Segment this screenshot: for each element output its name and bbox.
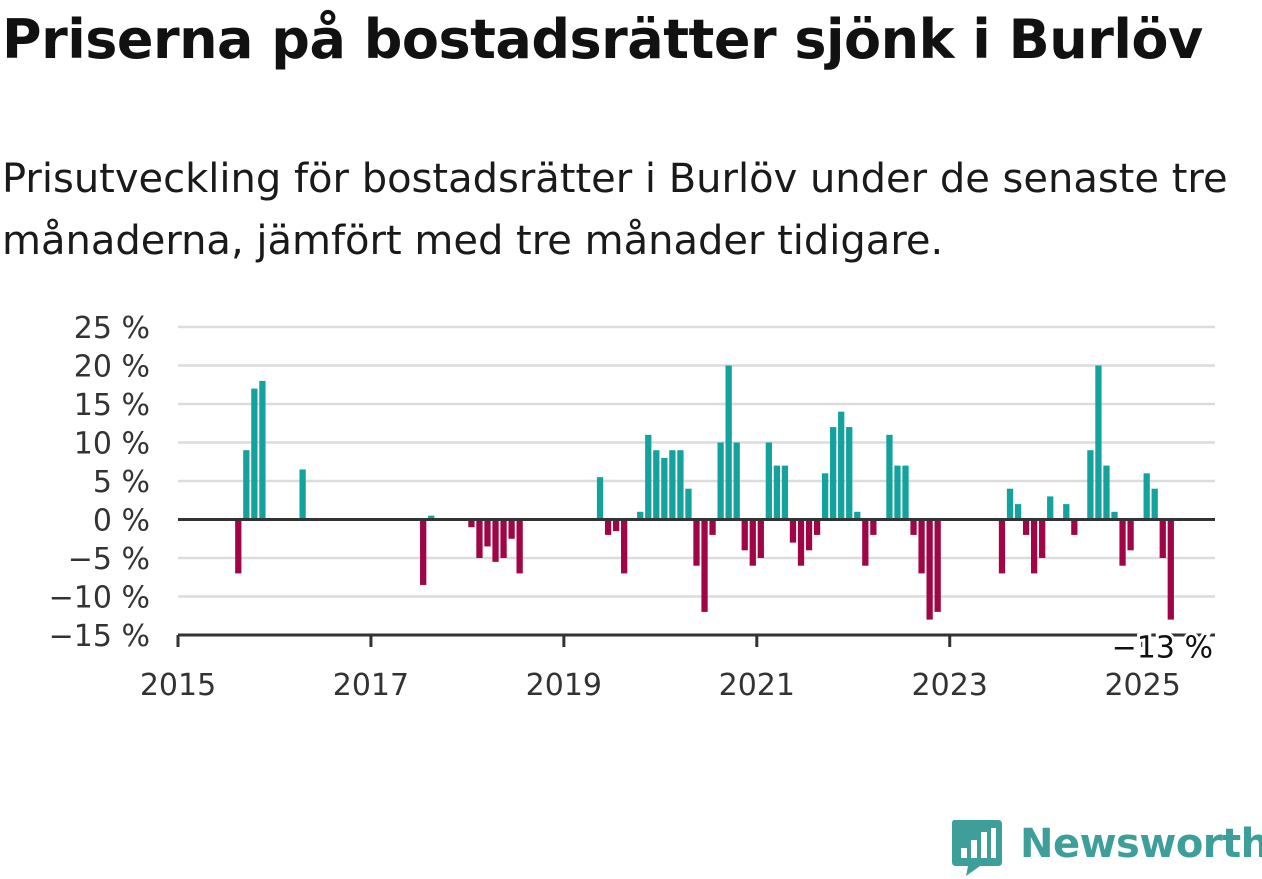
y-tick-label: −15 % bbox=[49, 619, 150, 654]
bar bbox=[701, 519, 708, 612]
bar bbox=[259, 380, 266, 520]
y-tick-label: 0 % bbox=[93, 504, 150, 539]
x-tick-label: 2019 bbox=[526, 668, 602, 703]
bar bbox=[621, 519, 628, 574]
bar bbox=[645, 434, 652, 520]
bar bbox=[854, 511, 861, 520]
bar bbox=[1095, 365, 1102, 520]
bar bbox=[1167, 519, 1174, 620]
y-tick-label: 5 % bbox=[93, 465, 150, 500]
chart-subtitle: Prisutveckling för bostadsrätter i Burlö… bbox=[2, 156, 1228, 264]
bar bbox=[725, 365, 732, 520]
axes bbox=[176, 518, 1215, 647]
bar bbox=[1119, 519, 1126, 566]
brand-name: Newsworthy bbox=[1020, 821, 1262, 867]
bar bbox=[476, 519, 483, 558]
bar bbox=[749, 519, 756, 566]
bar bbox=[998, 519, 1006, 574]
bar bbox=[1022, 519, 1030, 535]
bar bbox=[805, 519, 813, 551]
bar bbox=[1103, 465, 1110, 520]
bar bbox=[830, 427, 837, 520]
bar bbox=[934, 519, 941, 612]
y-tick-label: 10 % bbox=[74, 427, 150, 462]
bar bbox=[1087, 450, 1094, 520]
y-tick-label: −5 % bbox=[68, 542, 150, 577]
bar bbox=[813, 519, 821, 535]
bar bbox=[299, 469, 306, 520]
bar bbox=[612, 519, 620, 532]
bar bbox=[669, 450, 676, 520]
bar bbox=[741, 519, 748, 551]
bar bbox=[251, 388, 258, 520]
chart-title: Priserna på bostadsrätter sjönk i Burlöv bbox=[2, 8, 1203, 71]
bar bbox=[1159, 519, 1166, 558]
x-tick-label: 2023 bbox=[912, 668, 988, 703]
bar bbox=[717, 442, 724, 520]
bar bbox=[821, 473, 829, 520]
bar bbox=[1006, 488, 1014, 520]
bar bbox=[1063, 504, 1070, 520]
bar bbox=[870, 519, 877, 535]
bar bbox=[894, 465, 901, 520]
bar bbox=[1071, 519, 1078, 535]
bar bbox=[661, 457, 668, 520]
bar bbox=[765, 442, 772, 520]
bar bbox=[773, 465, 781, 520]
bar bbox=[757, 519, 764, 558]
bar bbox=[604, 519, 612, 535]
bar bbox=[1127, 519, 1134, 551]
newsworthy-logo-icon bbox=[952, 820, 1002, 876]
bar bbox=[1047, 496, 1054, 520]
bar bbox=[500, 519, 507, 558]
y-tick-label: 15 % bbox=[74, 388, 150, 423]
bar bbox=[685, 488, 692, 520]
bar bbox=[886, 434, 893, 520]
bar bbox=[862, 519, 869, 566]
bar bbox=[781, 465, 789, 520]
bar bbox=[910, 519, 917, 535]
x-tick-label: 2025 bbox=[1104, 668, 1180, 703]
bar bbox=[902, 465, 909, 520]
bar bbox=[235, 519, 242, 574]
bar bbox=[637, 511, 644, 520]
bar bbox=[1039, 519, 1046, 558]
x-tick-label: 2015 bbox=[140, 668, 216, 703]
tick-labels: 25 % 20 %15 % 10 %5 % 0 %−5 % −10 %−15 % 2015… bbox=[49, 311, 1216, 703]
bar bbox=[918, 519, 925, 574]
bar bbox=[677, 450, 684, 520]
bar bbox=[709, 519, 716, 535]
bars bbox=[235, 365, 1174, 620]
bar bbox=[693, 519, 700, 566]
bar bbox=[1151, 488, 1158, 520]
bar bbox=[484, 519, 491, 547]
x-tick-label: 2017 bbox=[333, 668, 409, 703]
bar bbox=[653, 450, 660, 520]
x-tick-label: 2021 bbox=[719, 668, 795, 703]
y-tick-label: 20 % bbox=[74, 350, 150, 385]
bar bbox=[596, 477, 604, 520]
bar bbox=[838, 411, 845, 520]
bar bbox=[420, 519, 427, 585]
bar bbox=[1014, 504, 1022, 520]
bar bbox=[789, 519, 797, 543]
bar bbox=[1143, 473, 1150, 520]
bar bbox=[733, 442, 740, 520]
bar bbox=[243, 450, 250, 520]
bar bbox=[492, 519, 499, 562]
y-tick-label: 25 % bbox=[74, 311, 150, 346]
y-tick-label: −10 % bbox=[49, 581, 150, 616]
bar bbox=[1111, 511, 1118, 520]
bar bbox=[797, 519, 805, 566]
bar bbox=[516, 519, 523, 574]
bar bbox=[468, 519, 475, 528]
latest-value-label: −13 % bbox=[1112, 631, 1213, 666]
bar-chart: 25 % 20 %15 % 10 %5 % 0 %−5 % −10 %−15 % 2015… bbox=[49, 311, 1216, 703]
bar bbox=[428, 515, 435, 520]
bar bbox=[508, 519, 515, 539]
bar bbox=[926, 519, 933, 620]
bar bbox=[846, 427, 853, 520]
bar bbox=[1030, 519, 1038, 574]
